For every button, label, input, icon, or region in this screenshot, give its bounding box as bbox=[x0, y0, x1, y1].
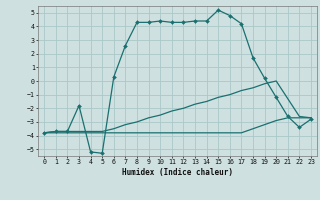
X-axis label: Humidex (Indice chaleur): Humidex (Indice chaleur) bbox=[122, 168, 233, 177]
